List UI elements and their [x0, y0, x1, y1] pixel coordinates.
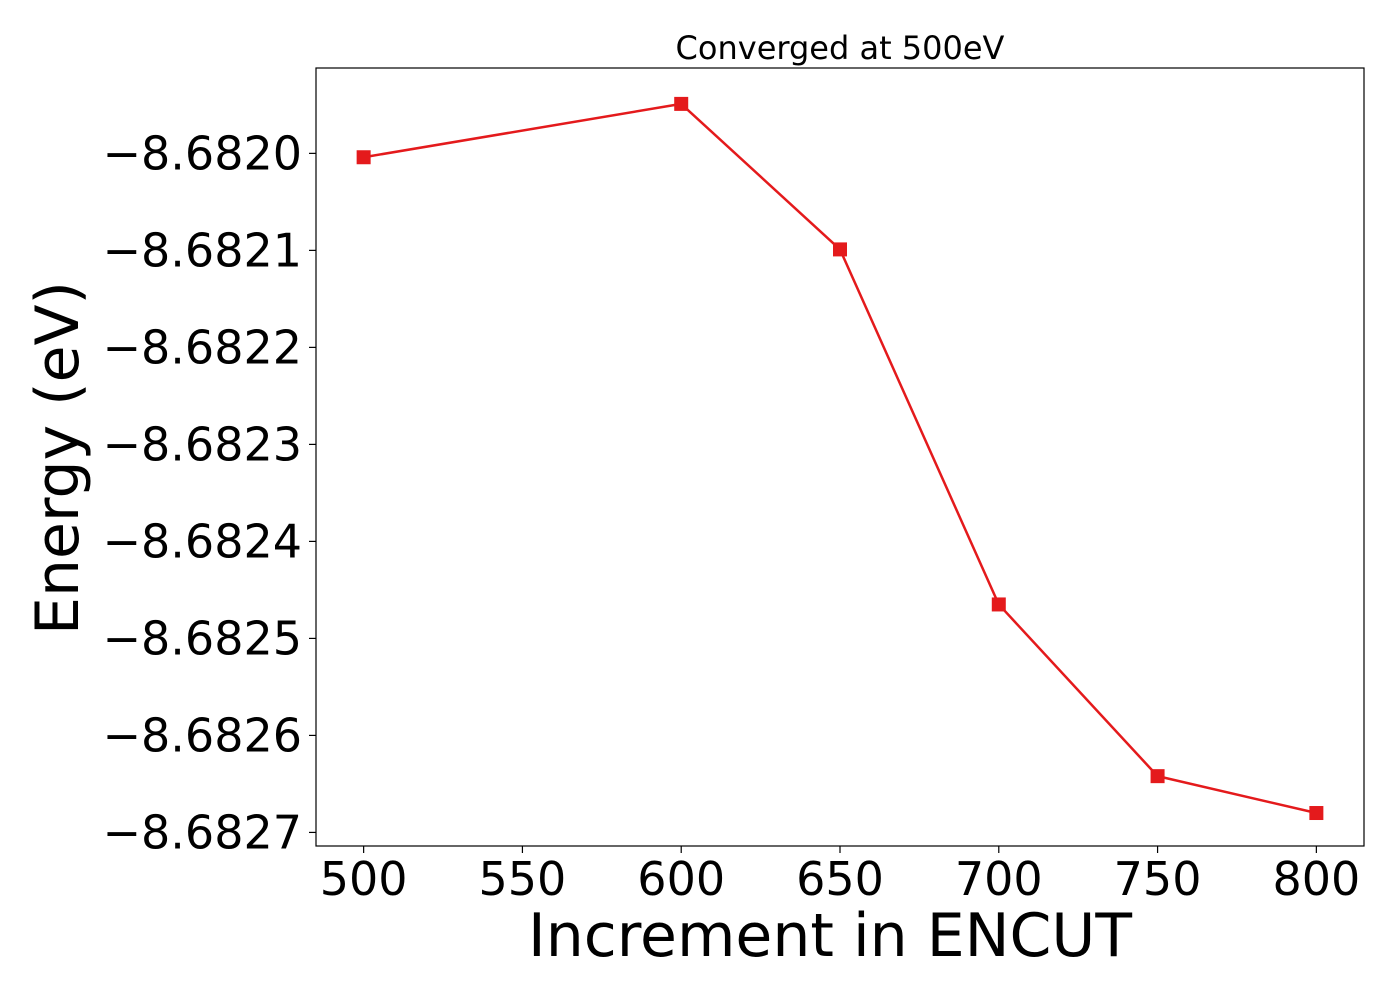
- y-tick-label: −8.6822: [103, 320, 303, 374]
- x-axis: 500 550 600 650 700 750 800: [320, 846, 1360, 906]
- chart-title: Converged at 500eV: [676, 29, 1005, 67]
- x-tick-label: 700: [955, 852, 1043, 906]
- y-tick-label: −8.6823: [103, 417, 303, 471]
- data-point-marker: [674, 96, 689, 111]
- x-tick-label: 600: [637, 852, 725, 906]
- y-tick-label: −8.6824: [103, 514, 303, 568]
- y-tick-label: −8.6825: [103, 611, 303, 665]
- plot-area: [356, 96, 1324, 821]
- data-point-marker: [1150, 769, 1165, 784]
- y-tick-label: −8.6820: [103, 126, 303, 180]
- y-tick-label: −8.6821: [103, 223, 303, 277]
- data-point-marker: [1309, 806, 1324, 821]
- y-axis: −8.6820 −8.6821 −8.6822 −8.6823 −8.6824 −8.68…: [103, 126, 316, 859]
- series-line: [363, 102, 1317, 815]
- x-axis-label: Increment in ENCUT: [528, 901, 1132, 971]
- x-tick-label: 800: [1272, 852, 1360, 906]
- data-point-marker: [356, 150, 371, 165]
- data-point-marker: [991, 597, 1006, 612]
- y-axis-label: Energy (eV): [23, 281, 93, 635]
- x-tick-label: 650: [796, 852, 884, 906]
- x-tick-label: 750: [1114, 852, 1202, 906]
- x-tick-label: 550: [479, 852, 567, 906]
- y-tick-label: −8.6826: [103, 708, 303, 762]
- data-point-marker: [833, 242, 847, 257]
- y-tick-label: −8.6827: [103, 805, 303, 859]
- x-tick-label: 500: [320, 852, 408, 906]
